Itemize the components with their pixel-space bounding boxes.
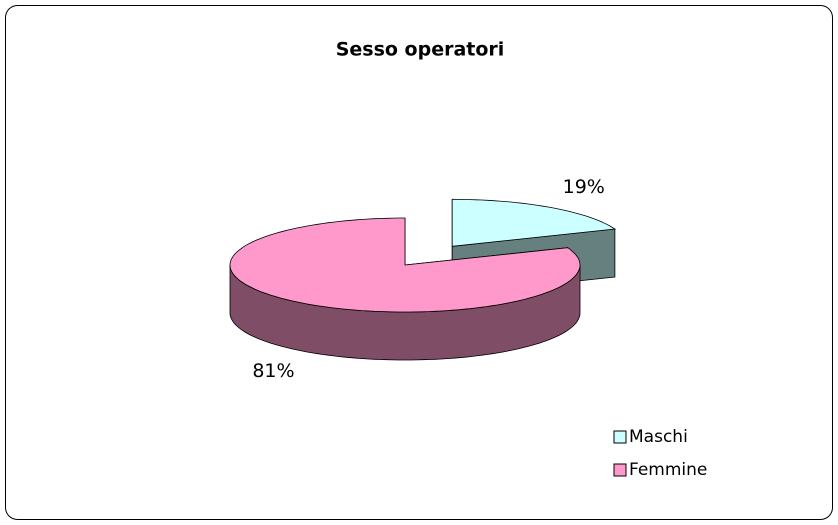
chart-title: Sesso operatori [336,39,505,61]
legend-label: Maschi [629,427,688,447]
slice [229,217,581,313]
data-label: 81% [252,360,294,382]
legend-swatch [613,430,627,444]
legend-swatch [613,463,627,477]
legend-label: Femmine [629,460,707,480]
slice [451,198,617,247]
chart-frame [5,5,833,520]
data-label: 19% [563,176,605,198]
